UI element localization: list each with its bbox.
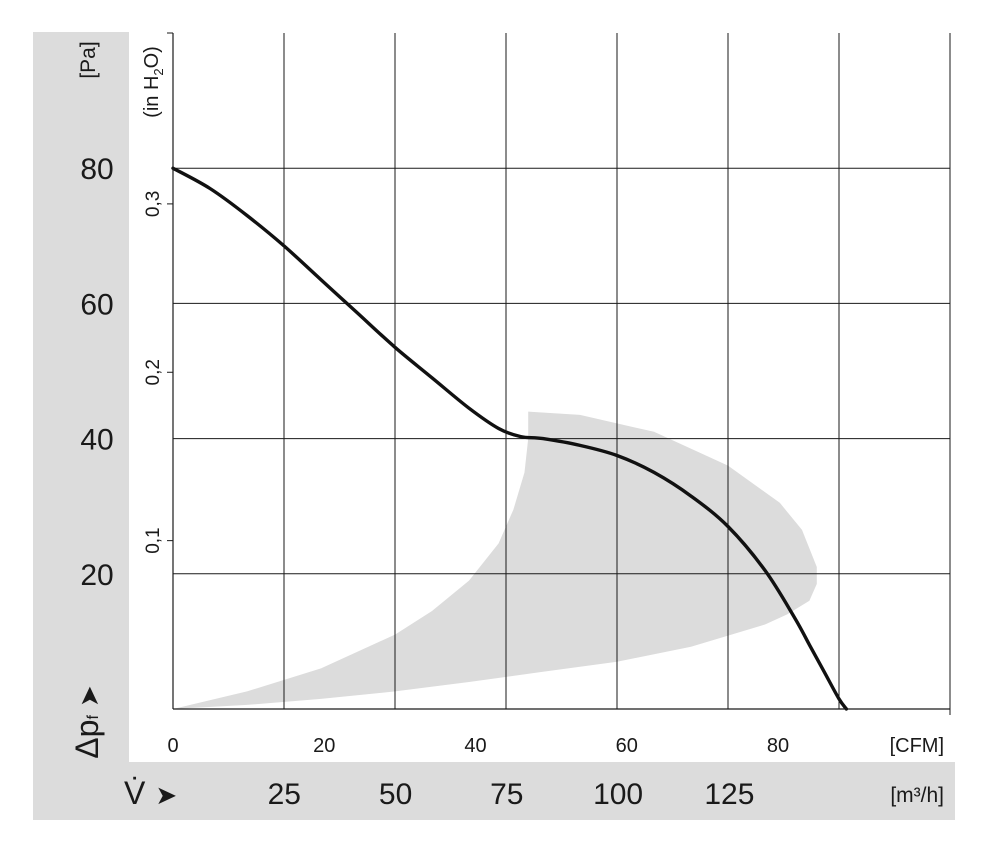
cfm-tick-label: 80 <box>767 735 789 757</box>
inh2o-label-suffix: O) <box>141 46 163 68</box>
operating-range-layer <box>173 411 817 709</box>
m3h-unit-label: [m³/h] <box>890 784 944 807</box>
flow-arrow-icon: ➤ <box>155 780 177 810</box>
inh2o-label-prefix: (in H <box>141 76 163 118</box>
cfm-tick-label: 60 <box>616 735 638 757</box>
pressure-symbol-main: Δp <box>69 720 105 759</box>
cfm-tick-label: 40 <box>464 735 486 757</box>
inh2o-unit-label: (in H2O) <box>141 46 166 118</box>
pressure-tick-label: 40 <box>80 424 113 457</box>
m3h-tick-label: 125 <box>704 778 754 811</box>
m3h-tick-label: 25 <box>268 778 301 811</box>
grid-layer <box>173 33 951 709</box>
pressure-unit-label: [Pa] <box>77 41 100 78</box>
cfm-ticks: 0 20 40 60 80 <box>167 735 789 757</box>
m3h-ticks: 25 50 75 100 125 <box>268 778 755 811</box>
pressure-arrow-icon: ➤ <box>74 685 104 707</box>
pressure-ticks: 20 40 60 80 <box>80 153 113 592</box>
inh2o-tick-label: 0,2 <box>143 359 164 385</box>
curve-layer <box>171 166 849 711</box>
pressure-symbol: Δpf ➤ <box>69 685 105 758</box>
axis-layer <box>167 32 951 715</box>
inh2o-tick-label: 0,3 <box>143 191 164 217</box>
inh2o-label-sub: 2 <box>151 68 166 75</box>
m3h-tick-label: 100 <box>593 778 643 811</box>
fan-curve-line <box>171 166 849 711</box>
pressure-tick-label: 60 <box>80 288 113 321</box>
pressure-tick-label: 80 <box>80 153 113 186</box>
cfm-tick-label: 20 <box>313 735 335 757</box>
inh2o-tick-label: 0,1 <box>143 527 164 553</box>
flow-symbol: V̇ ➤ <box>124 775 177 811</box>
m3h-tick-label: 75 <box>490 778 523 811</box>
operating-range-band <box>173 411 817 709</box>
pressure-symbol-sub: f <box>85 715 102 720</box>
cfm-tick-label: 0 <box>167 735 178 757</box>
m3h-tick-label: 50 <box>379 778 412 811</box>
flow-symbol-main: V̇ <box>124 775 146 811</box>
bottom-axis-panel <box>33 762 955 820</box>
cfm-unit-label: [CFM] <box>890 735 944 757</box>
inh2o-ticks: 0,1 0,2 0,3 <box>143 191 173 554</box>
pressure-tick-label: 20 <box>80 559 113 592</box>
left-axis-panel <box>33 32 129 820</box>
